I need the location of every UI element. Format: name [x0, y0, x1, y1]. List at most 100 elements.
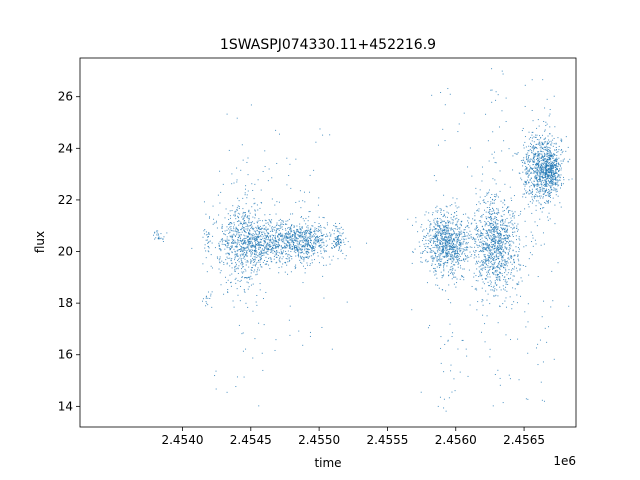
data-point [299, 228, 301, 230]
data-point [235, 242, 237, 244]
data-point [476, 229, 478, 231]
data-point [457, 261, 459, 263]
chart-title: 1SWASPJ074330.11+452216.9 [220, 37, 436, 53]
data-point [225, 282, 227, 284]
data-point [449, 258, 451, 260]
data-point [489, 213, 491, 215]
data-point [503, 254, 505, 256]
data-point [288, 319, 290, 321]
data-point [546, 173, 548, 175]
data-point [506, 241, 508, 243]
data-point [274, 234, 276, 236]
data-point [453, 244, 455, 246]
data-point [306, 252, 308, 254]
data-point [254, 237, 256, 239]
data-point [468, 217, 470, 219]
data-point [489, 222, 491, 224]
data-point [304, 239, 306, 241]
data-point [513, 268, 515, 270]
data-point [233, 224, 235, 226]
data-point [246, 225, 248, 227]
data-point [501, 215, 503, 217]
data-point [233, 226, 235, 228]
data-point [472, 236, 474, 238]
data-point [330, 235, 332, 237]
data-point [496, 212, 498, 214]
data-point [536, 191, 538, 193]
data-point [252, 245, 254, 247]
data-point [254, 217, 256, 219]
data-point [543, 183, 545, 185]
data-point [257, 220, 259, 222]
data-point [258, 236, 260, 238]
data-point [241, 144, 243, 146]
data-point [339, 232, 341, 234]
data-point [257, 255, 259, 257]
data-point [339, 228, 341, 230]
data-point [494, 251, 496, 253]
data-point [511, 220, 513, 222]
data-point [439, 256, 441, 258]
data-point [227, 257, 229, 259]
data-point [488, 262, 490, 264]
data-point [542, 196, 544, 198]
data-point [285, 253, 287, 255]
data-point [437, 232, 439, 234]
data-point [504, 237, 506, 239]
data-point [324, 227, 326, 229]
data-point [532, 234, 534, 236]
data-point [435, 252, 437, 254]
data-point [517, 254, 519, 256]
data-point [262, 245, 264, 247]
data-point [272, 245, 274, 247]
data-point [293, 245, 295, 247]
data-point [258, 246, 260, 248]
data-point [251, 242, 253, 244]
data-point [477, 245, 479, 247]
data-point [236, 207, 238, 209]
data-point [537, 164, 539, 166]
data-point [500, 224, 502, 226]
data-point [291, 225, 293, 227]
data-point [437, 259, 439, 261]
data-point [551, 165, 553, 167]
data-point [238, 220, 240, 222]
data-point [266, 232, 268, 234]
data-point [251, 233, 253, 235]
data-point [531, 168, 533, 170]
data-point [528, 138, 530, 140]
data-point [259, 264, 261, 266]
data-point [256, 236, 258, 238]
data-point [493, 157, 495, 159]
data-point [475, 263, 477, 265]
data-point [445, 224, 447, 226]
data-point [299, 226, 301, 228]
data-point [267, 235, 269, 237]
data-point [154, 231, 156, 233]
data-point [444, 236, 446, 238]
data-point [441, 249, 443, 251]
data-point [497, 267, 499, 269]
data-point [502, 250, 504, 252]
data-point [233, 234, 235, 236]
data-point [241, 261, 243, 263]
data-point [258, 232, 260, 233]
data-point [237, 215, 239, 217]
data-point [220, 284, 222, 286]
data-point [458, 123, 460, 125]
data-point [506, 226, 508, 228]
data-point [337, 229, 339, 231]
data-point [476, 261, 478, 263]
data-point [493, 240, 495, 242]
data-point [296, 230, 298, 232]
data-point [244, 291, 246, 293]
data-point [276, 162, 278, 164]
data-point [449, 242, 451, 244]
data-point [543, 158, 545, 160]
data-point [532, 150, 534, 152]
data-point [309, 236, 311, 238]
data-point [498, 242, 500, 244]
data-point [541, 316, 543, 318]
data-point [568, 305, 570, 307]
data-point [460, 225, 462, 227]
